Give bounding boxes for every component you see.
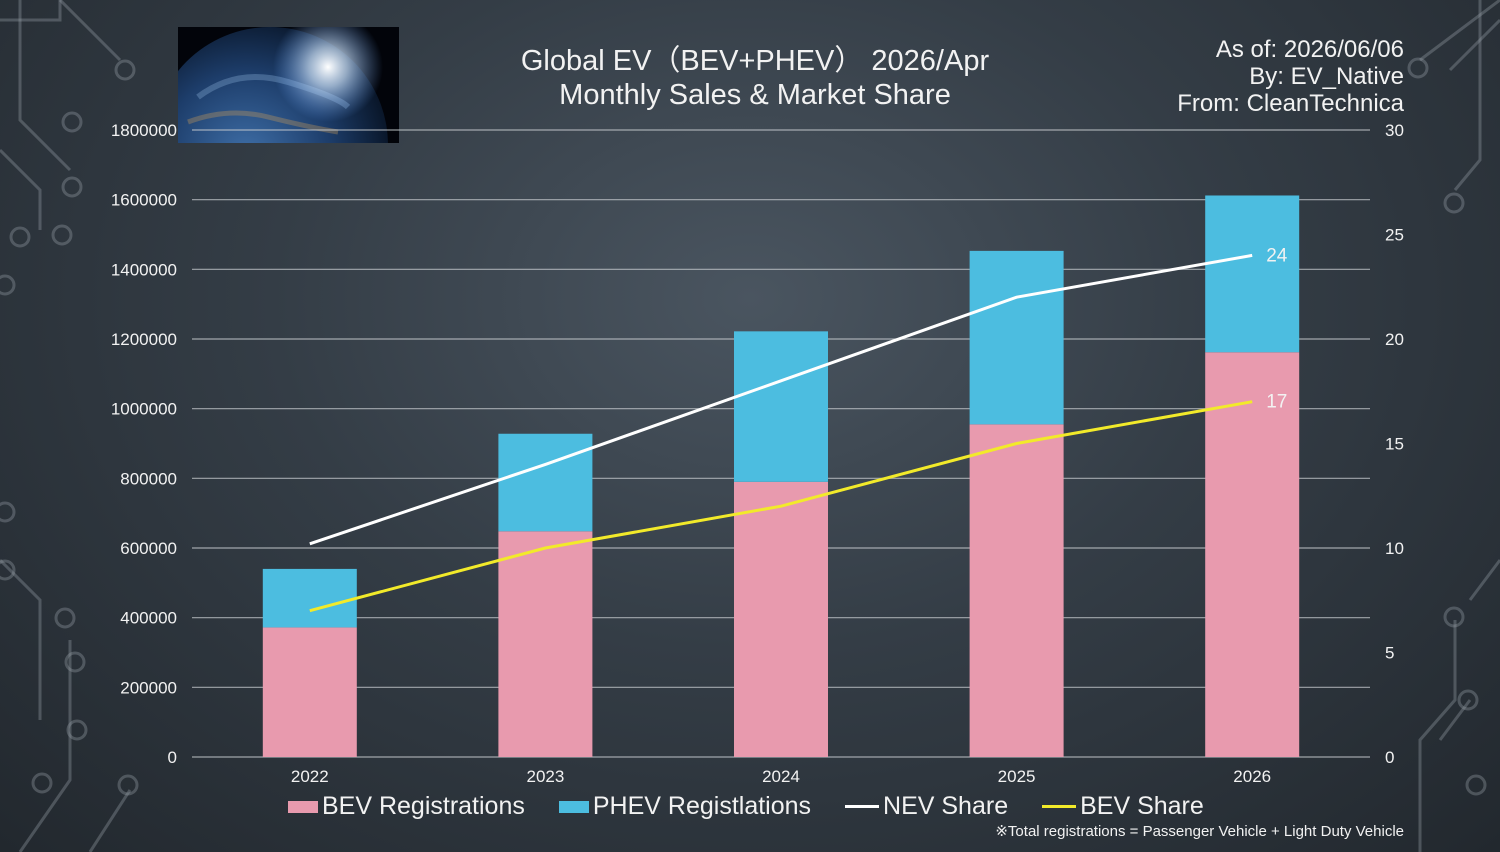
circuit-trace	[18, 0, 72, 172]
circuit-trace	[0, 558, 42, 720]
data-label: 17	[1266, 392, 1287, 413]
bar-bev-2023	[498, 531, 593, 757]
y-left-tick-label: 200000	[120, 678, 177, 697]
y-left-tick-label: 1000000	[111, 400, 177, 419]
y-left-tick-label: 1600000	[111, 191, 177, 210]
circuit-node	[9, 226, 31, 248]
legend-label-nev-share: NEV Share	[883, 792, 1009, 820]
circuit-node	[1457, 689, 1479, 711]
circuit-node	[61, 176, 83, 198]
circuit-node	[0, 274, 16, 296]
line-bev-share	[309, 400, 1253, 613]
y-left-tick-label: 1800000	[111, 121, 177, 140]
bar-bev-2024	[734, 481, 828, 757]
legend-item-bev-share: BEV Share	[1042, 792, 1204, 821]
y-left-tick-label: 400000	[120, 609, 177, 628]
chart-meta: As of: 2026/06/06 By: EV_Native From: Cl…	[1177, 36, 1404, 117]
line-nev-share	[309, 253, 1253, 546]
circuit-node	[117, 774, 139, 796]
chart-title-line2: Monthly Sales & Market Share	[559, 79, 951, 111]
circuit-node	[0, 501, 16, 523]
bar-bev-2025	[969, 424, 1064, 757]
bar-phev-2025	[969, 250, 1064, 425]
circuit-trace	[0, 0, 62, 22]
legend-swatch-bev	[288, 800, 318, 813]
circuit-node	[61, 111, 83, 133]
source-text: From: CleanTechnica	[1177, 90, 1404, 117]
y-right-tick-label: 15	[1385, 435, 1404, 454]
earth-image	[178, 27, 399, 143]
y-right-tick-label: 10	[1385, 539, 1404, 558]
circuit-trace	[1453, 0, 1482, 191]
circuit-trace	[58, 0, 122, 62]
circuit-trace	[0, 148, 42, 230]
circuit-node	[114, 59, 136, 81]
circuit-trace	[1418, 620, 1457, 852]
legend-label-phev: PHEV Registlations	[592, 792, 812, 820]
y-left-tick-label: 800000	[120, 469, 177, 488]
data-label: 24	[1266, 245, 1288, 266]
circuit-node	[1407, 57, 1429, 79]
y-left-tick-label: 1200000	[111, 330, 177, 349]
bar-phev-2023	[498, 433, 593, 532]
circuit-node	[66, 719, 88, 741]
legend-swatch-phev	[558, 800, 589, 813]
legend: BEV Registrations PHEV Registlations NEV…	[288, 792, 1204, 821]
circuit-node	[54, 607, 76, 629]
x-tick-label: 2025	[998, 767, 1036, 786]
chart-title: Global EV（BEV+PHEV） 2026/Apr Monthly Sal…	[455, 44, 1055, 112]
y-right-tick-label: 20	[1385, 330, 1404, 349]
y-left-tick-label: 1400000	[111, 260, 177, 279]
circuit-node	[0, 559, 16, 581]
y-right-tick-label: 30	[1385, 121, 1404, 140]
bar-phev-2022	[262, 568, 357, 628]
circuit-node	[1465, 774, 1487, 796]
bar-bev-2022	[262, 627, 357, 757]
circuit-trace	[1468, 559, 1500, 601]
legend-item-bev: BEV Registrations	[288, 792, 525, 821]
legend-item-nev-share: NEV Share	[845, 792, 1008, 821]
circuit-node	[1443, 606, 1465, 628]
circuit-node	[64, 651, 86, 673]
legend-label-bev: BEV Registrations	[322, 792, 525, 820]
x-tick-label: 2026	[1233, 767, 1271, 786]
circuit-trace	[1438, 699, 1472, 741]
circuit-node	[51, 224, 73, 246]
chart-title-line1: Global EV（BEV+PHEV） 2026/Apr	[520, 45, 990, 77]
bar-bev-2026	[1205, 352, 1300, 757]
circuit-trace	[1448, 18, 1500, 72]
footnote: ※Total registrations = Passenger Vehicle…	[995, 823, 1404, 840]
author-text: By: EV_Native	[1249, 63, 1404, 90]
circuit-trace	[1419, 0, 1500, 62]
x-tick-label: 2024	[762, 767, 800, 786]
legend-item-phev: PHEV Registlations	[558, 792, 812, 821]
circuit-trace	[18, 640, 72, 852]
bar-phev-2024	[734, 331, 828, 482]
circuit-trace	[88, 789, 132, 852]
legend-label-bev-share: BEV Share	[1080, 792, 1204, 820]
circuit-node	[1443, 192, 1465, 214]
y-right-tick-label: 0	[1385, 748, 1394, 767]
bar-phev-2026	[1205, 195, 1300, 353]
y-right-tick-label: 5	[1385, 644, 1394, 663]
x-tick-label: 2023	[526, 767, 564, 786]
y-left-tick-label: 600000	[120, 539, 177, 558]
circuit-node	[31, 772, 53, 794]
legend-swatch-nev-share	[845, 805, 880, 808]
legend-swatch-bev-share	[1042, 805, 1077, 808]
y-left-tick-label: 0	[168, 748, 177, 767]
as-of-text: As of: 2026/06/06	[1215, 36, 1404, 63]
x-tick-label: 2022	[291, 767, 329, 786]
y-right-tick-label: 25	[1385, 226, 1404, 245]
